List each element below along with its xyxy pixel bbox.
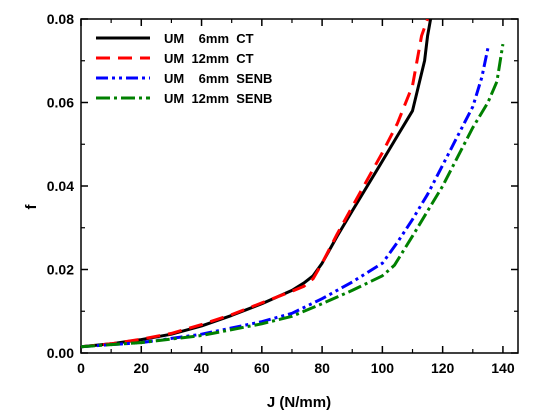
legend-label: UM 6mm SENB bbox=[164, 71, 272, 86]
x-axis-title: J (N/mm) bbox=[267, 394, 331, 411]
y-tick-label: 0.00 bbox=[47, 345, 74, 361]
y-tick-label: 0.02 bbox=[47, 262, 74, 278]
series-line-3 bbox=[81, 47, 490, 349]
x-tick-label: 120 bbox=[431, 360, 455, 376]
series-line-4 bbox=[81, 43, 505, 349]
y-tick-label: 0.06 bbox=[47, 95, 74, 111]
x-tick-label: 20 bbox=[133, 360, 149, 376]
tick-labels: 0 20 40 60 80 100 120 140 0.00 0.02 0.04 0.06 0.08 bbox=[47, 11, 515, 376]
axis-ticks bbox=[80, 18, 518, 354]
series-lines bbox=[81, 19, 505, 349]
x-tick-label: 100 bbox=[371, 360, 395, 376]
legend-label: UM 6mm CT bbox=[164, 31, 254, 46]
x-tick-label: 140 bbox=[491, 360, 515, 376]
series-line-2 bbox=[81, 19, 430, 349]
legend: UM 6mm CT UM 12mm CT UM 6mm SENB UM 12mm SE… bbox=[96, 31, 272, 106]
legend-label: UM 12mm CT bbox=[164, 51, 254, 66]
y-tick-label: 0.04 bbox=[47, 178, 74, 194]
x-tick-label: 0 bbox=[77, 360, 85, 376]
y-tick-label: 0.08 bbox=[47, 11, 74, 27]
x-tick-label: 60 bbox=[254, 360, 270, 376]
legend-label: UM 12mm SENB bbox=[164, 91, 272, 106]
y-axis-title: f bbox=[23, 204, 40, 210]
x-tick-label: 80 bbox=[314, 360, 330, 376]
series-line-1 bbox=[81, 19, 433, 349]
plot-frame bbox=[80, 18, 519, 354]
x-tick-label: 40 bbox=[194, 360, 210, 376]
